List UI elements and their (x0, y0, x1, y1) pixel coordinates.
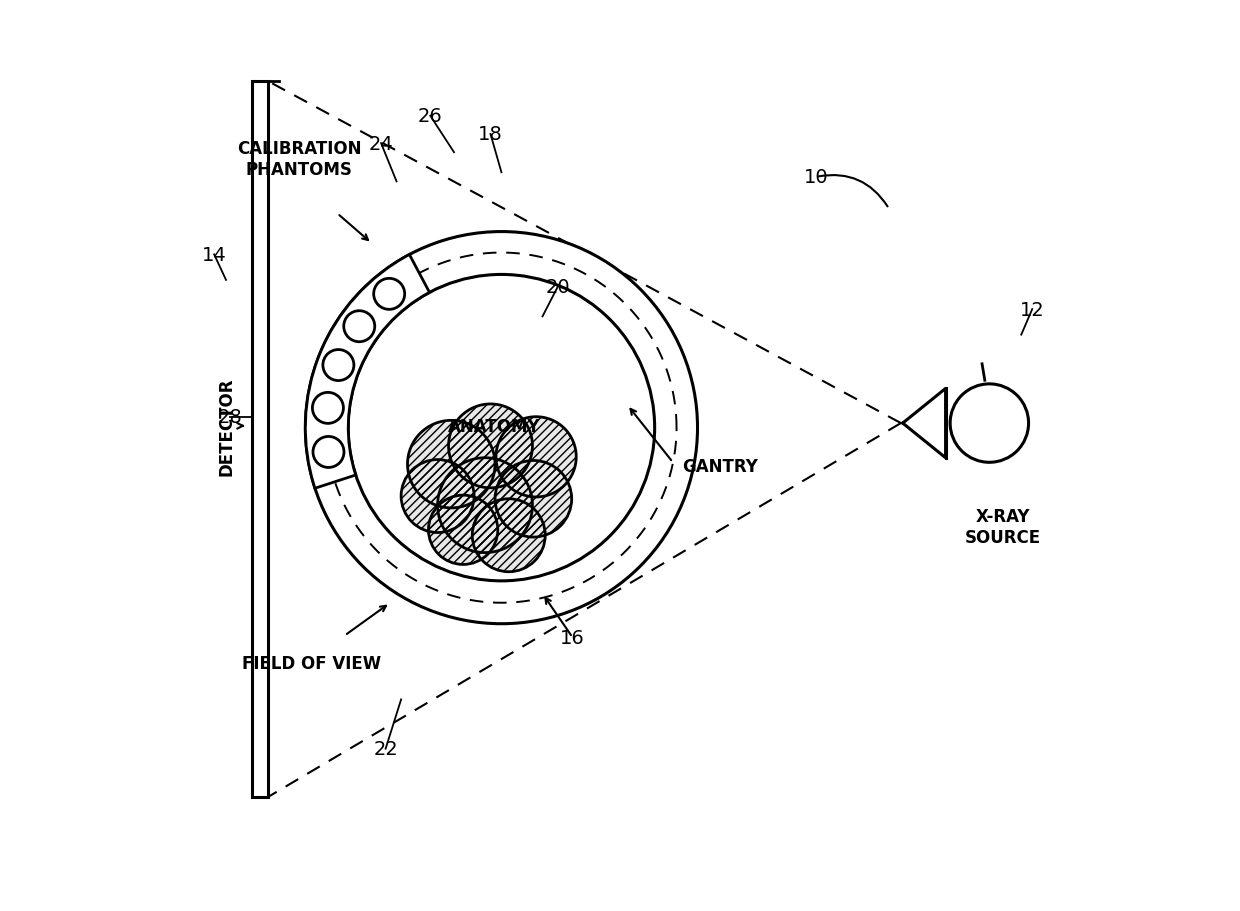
Circle shape (343, 312, 374, 343)
Circle shape (472, 499, 546, 572)
Circle shape (495, 461, 572, 537)
Circle shape (950, 384, 1028, 463)
Text: DETECTOR: DETECTOR (217, 377, 236, 476)
Circle shape (408, 421, 495, 508)
Circle shape (373, 279, 404, 310)
Text: 24: 24 (368, 135, 393, 153)
Circle shape (438, 458, 532, 553)
Circle shape (449, 404, 532, 488)
Text: 20: 20 (546, 278, 570, 296)
Circle shape (322, 350, 353, 381)
Circle shape (305, 232, 698, 624)
Text: GANTRY: GANTRY (682, 457, 758, 476)
Wedge shape (305, 255, 429, 488)
Text: 28: 28 (217, 408, 242, 426)
Circle shape (312, 393, 343, 424)
Bar (252, 82, 268, 797)
Text: 16: 16 (560, 629, 585, 647)
Text: 10: 10 (804, 169, 828, 187)
Circle shape (401, 460, 474, 533)
Circle shape (496, 417, 577, 497)
Circle shape (429, 496, 497, 565)
Text: ANATOMY: ANATOMY (448, 417, 541, 435)
Text: 18: 18 (479, 126, 503, 144)
Text: CALIBRATION
PHANTOMS: CALIBRATION PHANTOMS (237, 140, 361, 179)
Text: X-RAY
SOURCE: X-RAY SOURCE (965, 507, 1042, 546)
Circle shape (348, 275, 655, 581)
Circle shape (312, 437, 343, 468)
Text: 22: 22 (373, 740, 398, 758)
Text: 12: 12 (1019, 301, 1044, 319)
Text: 14: 14 (202, 246, 227, 264)
Text: 26: 26 (418, 107, 443, 126)
Text: FIELD OF VIEW: FIELD OF VIEW (242, 654, 382, 672)
